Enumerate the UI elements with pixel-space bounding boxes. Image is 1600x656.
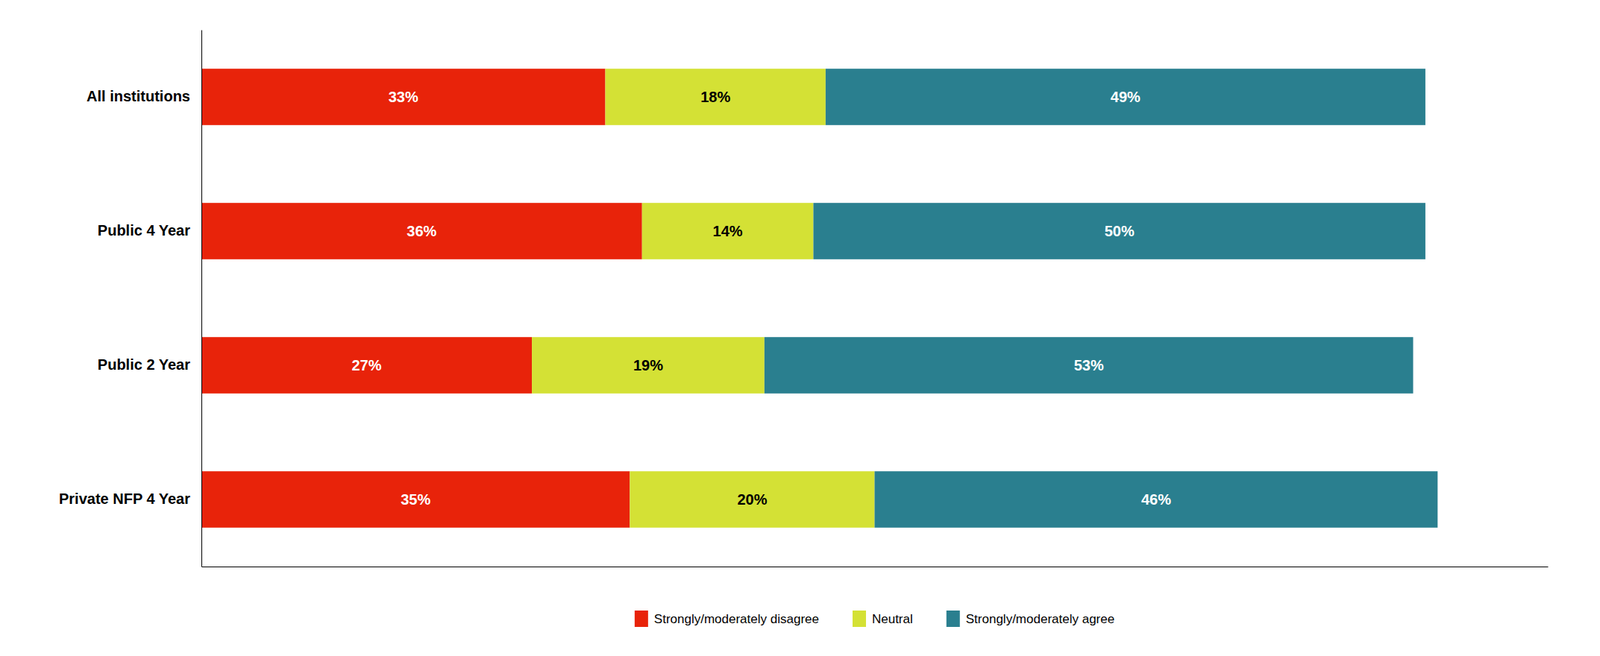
legend-label: Neutral bbox=[871, 612, 914, 627]
bar bbox=[201, 202, 643, 260]
data-label: 50% bbox=[1104, 223, 1135, 240]
data-label: 18% bbox=[700, 88, 731, 106]
chart: 35% 27% 36% 33% 20% 19% 14% 18% 46% 53% 50% 49% Priv… bbox=[0, 0, 1600, 656]
bar bbox=[764, 337, 1414, 394]
legend-swatch bbox=[946, 610, 960, 628]
plot: 35% 27% 36% 33% 20% 19% 14% 18% 46% 53% 50% 49% Priv… bbox=[58, 30, 1549, 568]
y-tick-label: All institutions bbox=[86, 88, 191, 105]
bar bbox=[642, 202, 814, 260]
bar-series bbox=[531, 68, 875, 529]
y-axis: Private NFP 4 Year Public 2 Year Public 4 … bbox=[58, 30, 203, 568]
x-axis bbox=[202, 566, 1549, 568]
legend-item: Neutral bbox=[852, 610, 914, 628]
y-tick-label: Public 2 Year bbox=[97, 356, 191, 373]
legend-label: Strongly/moderately disagree bbox=[654, 612, 820, 627]
data-label: 20% bbox=[736, 491, 767, 508]
legend-item: Strongly/moderately agree bbox=[946, 610, 1115, 628]
bar bbox=[201, 68, 606, 126]
y-tick: Private NFP 4 Year bbox=[58, 490, 202, 508]
x-axis-line bbox=[202, 566, 1549, 568]
data-label: 14% bbox=[713, 223, 743, 240]
data-label: 33% bbox=[388, 88, 419, 106]
bar bbox=[629, 471, 875, 529]
data-label-series: 20% 19% 14% 18% bbox=[633, 88, 768, 508]
data-label: 49% bbox=[1110, 88, 1141, 106]
y-tick-label: Private NFP 4 Year bbox=[58, 490, 191, 508]
legend: Strongly/moderately disagree Neutral Stron… bbox=[634, 610, 1115, 628]
bar bbox=[201, 337, 532, 394]
bar bbox=[825, 68, 1426, 126]
y-axis-line bbox=[201, 30, 203, 568]
data-labels: 35% 27% 36% 33% 20% 19% 14% 18% 46% 53% 50% 49% bbox=[352, 88, 1172, 508]
data-label: 19% bbox=[633, 357, 664, 374]
bars bbox=[201, 68, 1438, 529]
bar bbox=[874, 471, 1439, 529]
bar bbox=[813, 202, 1425, 260]
legend-label: Strongly/moderately agree bbox=[965, 612, 1115, 627]
bar bbox=[531, 337, 765, 394]
data-label: 36% bbox=[406, 223, 437, 240]
data-label: 53% bbox=[1074, 357, 1104, 374]
data-label: 27% bbox=[352, 357, 382, 374]
y-tick-label: Public 4 Year bbox=[97, 222, 191, 239]
data-label-series: 35% 27% 36% 33% bbox=[352, 88, 438, 508]
data-label-series: 46% 53% 50% 49% bbox=[1074, 88, 1172, 508]
bar-series bbox=[764, 68, 1439, 529]
y-tick: Public 4 Year bbox=[97, 222, 202, 239]
bar bbox=[605, 68, 826, 126]
data-label: 46% bbox=[1141, 491, 1172, 508]
data-label: 35% bbox=[400, 491, 431, 508]
legend-item: Strongly/moderately disagree bbox=[634, 610, 820, 628]
bar-series bbox=[201, 68, 643, 529]
bar bbox=[201, 471, 630, 529]
legend-swatch bbox=[852, 610, 867, 628]
legend-swatch bbox=[634, 610, 649, 628]
y-tick: Public 2 Year bbox=[97, 356, 202, 373]
y-tick: All institutions bbox=[86, 88, 202, 105]
